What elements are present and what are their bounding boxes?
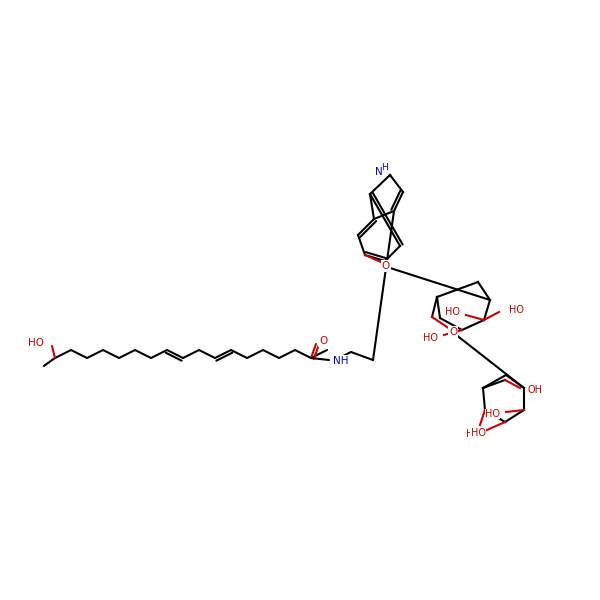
Text: N: N bbox=[375, 167, 383, 177]
Text: O: O bbox=[382, 261, 390, 271]
Text: O: O bbox=[319, 336, 327, 346]
Text: HO: HO bbox=[470, 428, 485, 438]
Text: HO: HO bbox=[466, 429, 481, 439]
Text: NH: NH bbox=[333, 356, 349, 366]
Text: HO: HO bbox=[509, 305, 524, 315]
Text: HO: HO bbox=[485, 409, 500, 419]
Text: O: O bbox=[449, 327, 457, 337]
Text: HO: HO bbox=[445, 307, 460, 317]
Text: OH: OH bbox=[528, 385, 543, 395]
Text: HO: HO bbox=[423, 333, 438, 343]
Text: H: H bbox=[382, 163, 388, 172]
Text: HO: HO bbox=[28, 338, 44, 348]
